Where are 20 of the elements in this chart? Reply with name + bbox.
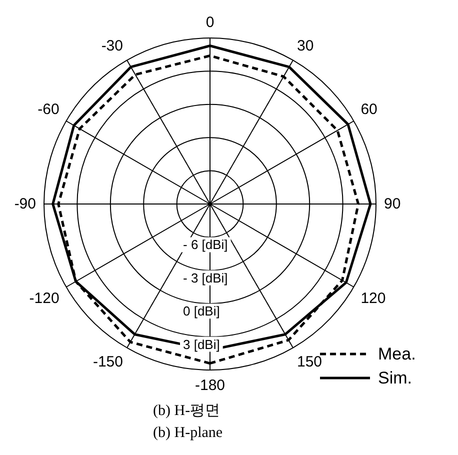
spoke-label: 0 xyxy=(206,14,214,31)
y-tick-label: - 3 [dBi] xyxy=(183,270,228,286)
spoke-label: 30 xyxy=(297,37,314,54)
spoke-label: -120 xyxy=(29,290,60,307)
spoke-label: 90 xyxy=(384,196,401,212)
spoke-label: -30 xyxy=(101,37,123,54)
text: (b) H-plane xyxy=(153,424,224,443)
text: (b) H-평면 xyxy=(153,402,222,421)
y-tick-label: 0 [dBi] xyxy=(183,304,220,319)
spoke-label: -90 xyxy=(14,196,36,212)
spoke-label: 60 xyxy=(360,101,378,118)
spoke-label: -180 xyxy=(194,377,226,394)
legend-label: Sim. xyxy=(378,368,412,388)
spoke-label: 120 xyxy=(360,290,386,307)
spoke-label: -60 xyxy=(38,101,60,118)
y-tick-label: - 6 [dBi] xyxy=(183,237,228,252)
legend-label: Mea. xyxy=(378,344,416,364)
spoke-label: 150 xyxy=(297,354,322,371)
spoke-label: -150 xyxy=(92,354,123,371)
y-tick-label: 3 [dBi] xyxy=(183,336,220,352)
